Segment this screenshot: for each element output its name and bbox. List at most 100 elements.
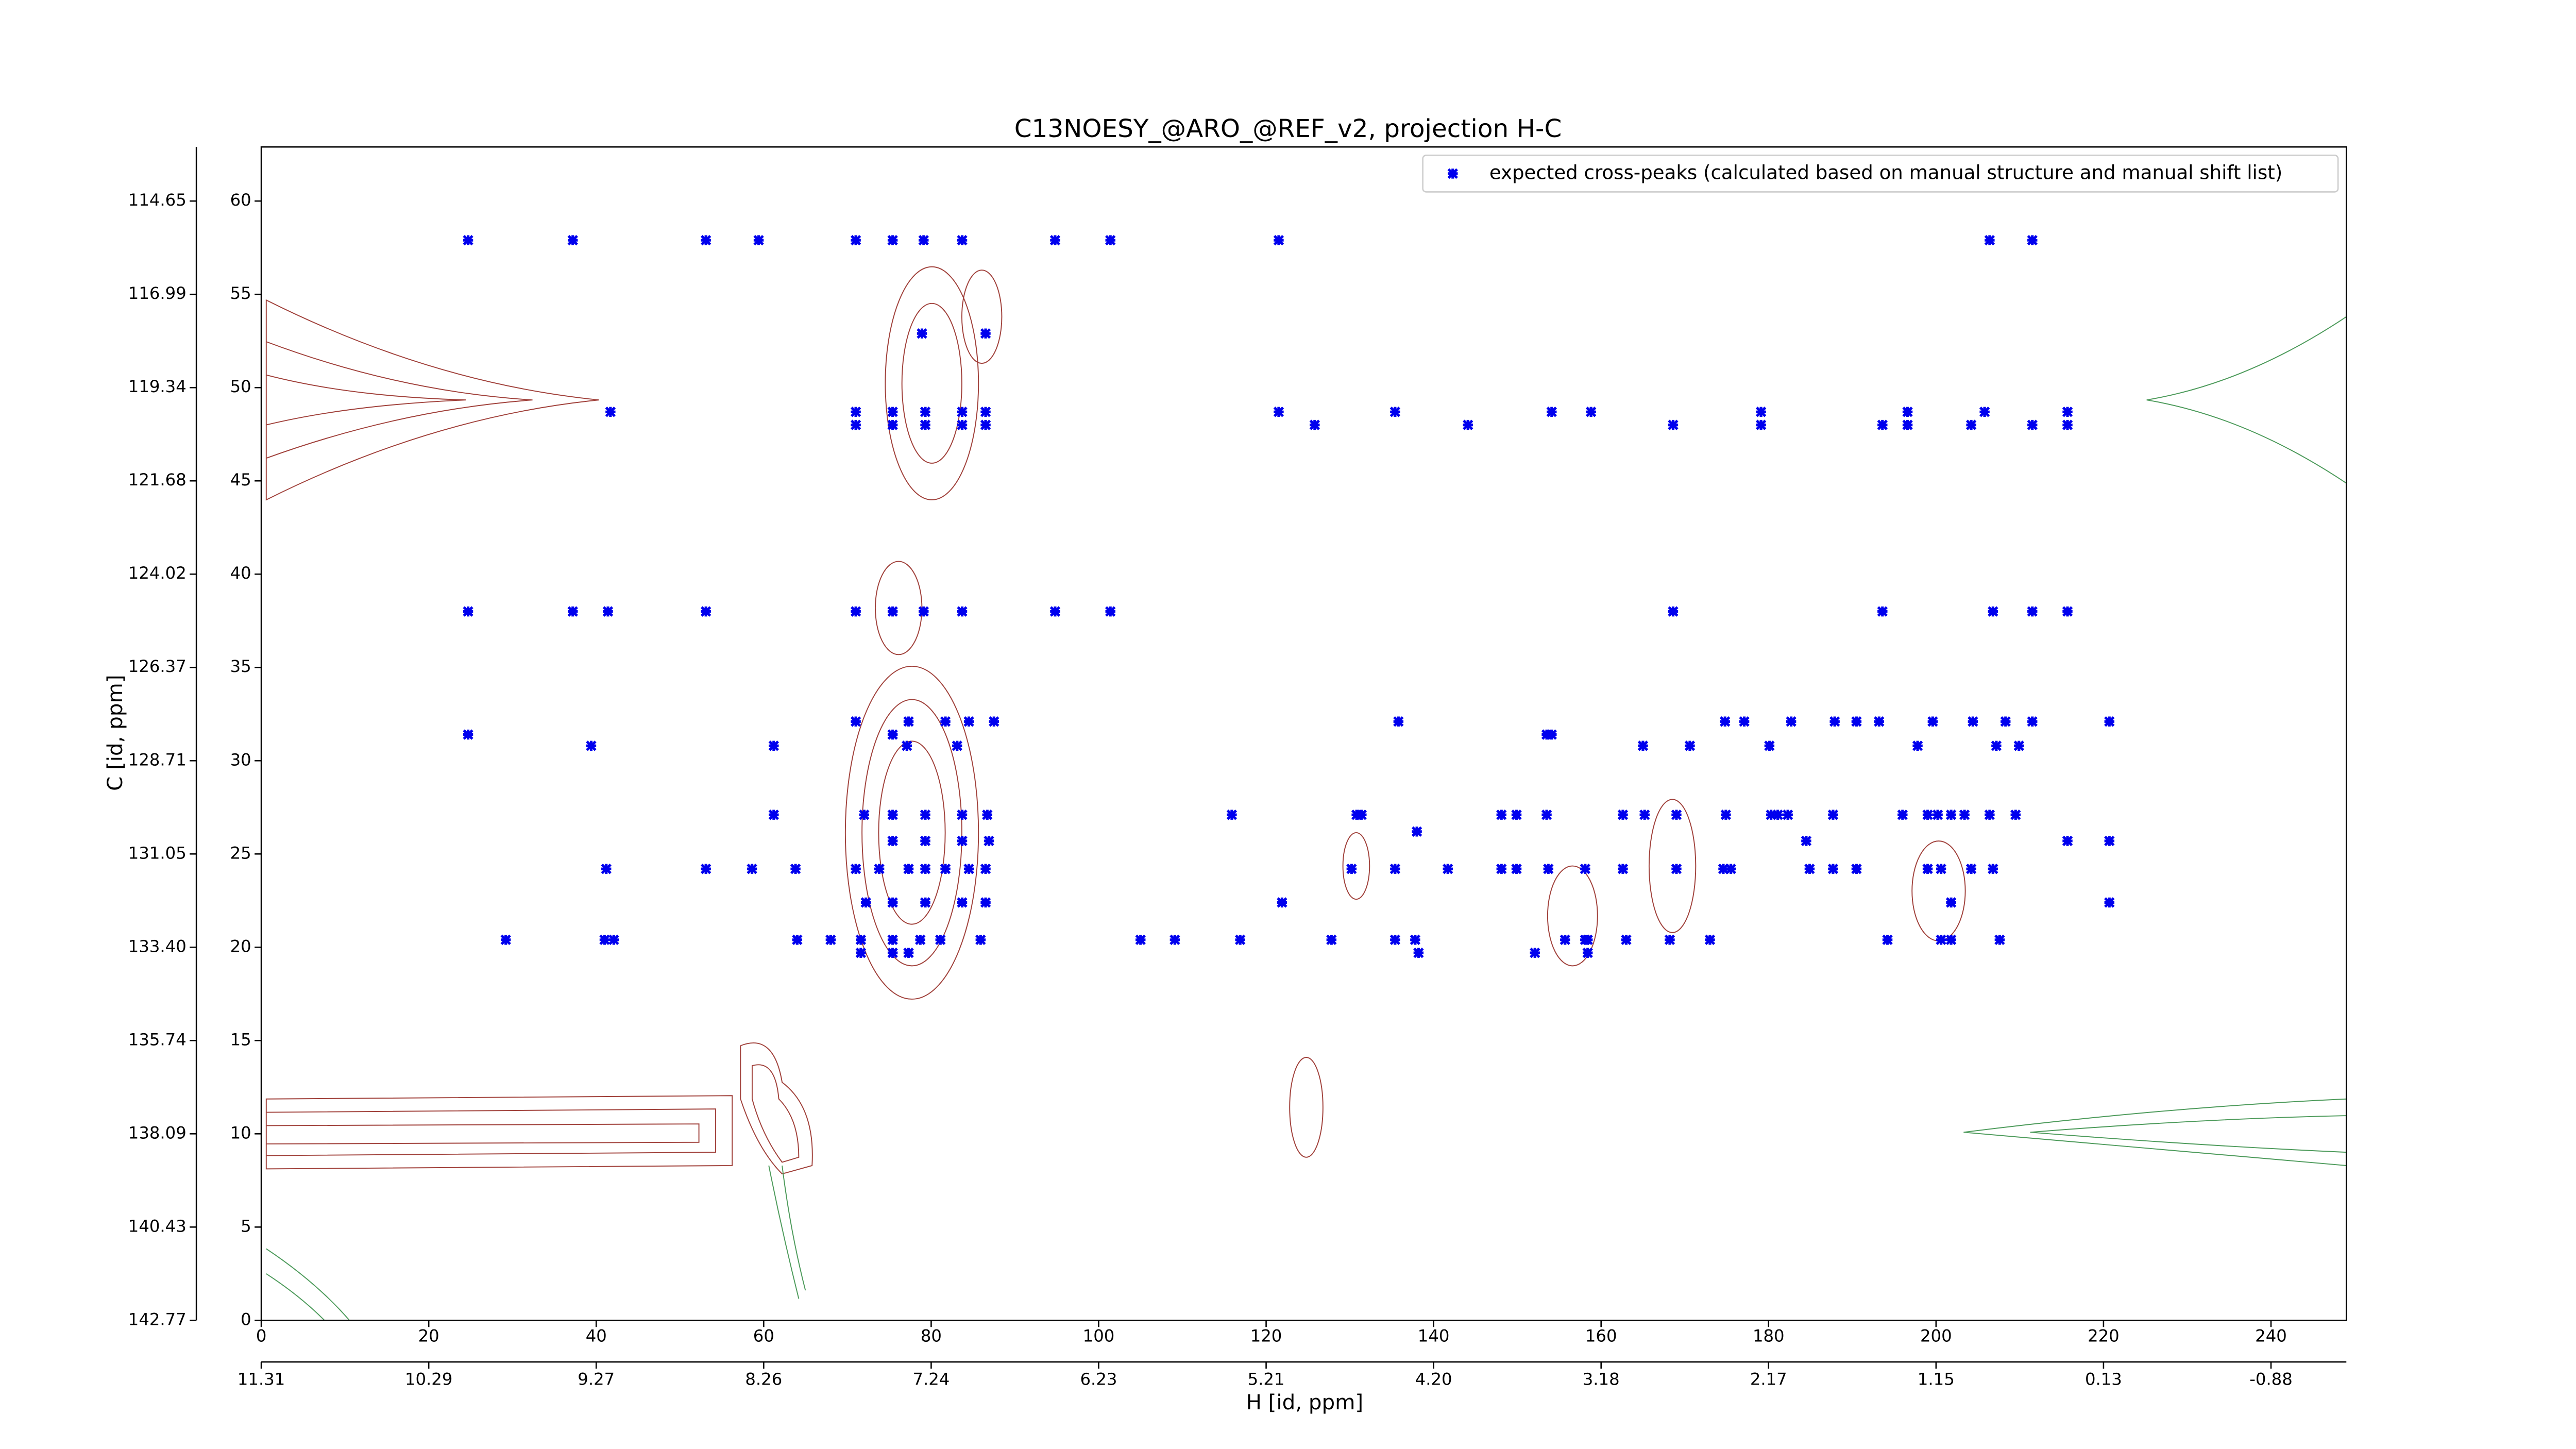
point — [768, 740, 779, 751]
point — [567, 606, 578, 617]
y2-tick-label: 135.74 — [128, 1030, 187, 1049]
point — [957, 606, 968, 617]
point — [887, 835, 898, 847]
point — [1105, 234, 1116, 246]
contour — [885, 266, 979, 500]
point — [1965, 419, 1977, 430]
y-axis-label: C [id, ppm] — [103, 675, 127, 791]
point — [1927, 716, 1938, 727]
point — [1902, 407, 1913, 417]
x-tick-label: 80 — [921, 1326, 942, 1346]
point — [1226, 810, 1238, 820]
point — [1637, 740, 1649, 751]
contour-decoration — [265, 266, 2347, 1321]
point — [903, 947, 914, 958]
point — [2027, 419, 2038, 430]
point — [887, 419, 898, 430]
point — [1621, 934, 1632, 946]
point — [602, 606, 614, 617]
y-tick-label: 35 — [230, 656, 251, 676]
point — [850, 234, 861, 246]
x-tick-label: 240 — [2255, 1326, 2287, 1346]
legend-marker — [1447, 168, 1458, 179]
point — [1413, 947, 1424, 958]
point — [1530, 947, 1540, 958]
point — [1389, 934, 1401, 946]
point — [1984, 810, 1995, 820]
point — [859, 810, 870, 820]
point — [850, 716, 861, 727]
legend-box — [1422, 155, 2339, 193]
point — [1511, 810, 1522, 820]
point — [1945, 934, 1957, 946]
point — [1170, 934, 1180, 946]
point — [1326, 934, 1337, 946]
y2-tick-label: 140.43 — [128, 1216, 187, 1236]
point — [1991, 740, 2002, 751]
point — [963, 864, 974, 874]
point — [700, 234, 711, 246]
point — [1546, 729, 1557, 740]
x-tick-label: 0 — [256, 1326, 267, 1346]
contour — [1963, 1098, 2347, 1167]
contour — [861, 699, 962, 967]
point — [1874, 716, 1885, 727]
point — [825, 934, 836, 946]
point — [1049, 606, 1061, 617]
contour — [266, 1248, 350, 1321]
point — [957, 407, 968, 417]
point — [2000, 716, 2011, 727]
point — [1684, 740, 1696, 751]
y2-tick-label: 142.77 — [128, 1309, 187, 1329]
point — [887, 234, 898, 246]
point — [850, 419, 861, 430]
point — [957, 419, 968, 430]
x-tick-label: 60 — [753, 1326, 774, 1346]
x2-tick-label: 2.17 — [1750, 1370, 1787, 1389]
point — [1410, 934, 1421, 946]
point — [1668, 606, 1679, 617]
x2-tick-label: 4.20 — [1415, 1370, 1452, 1389]
y-tick-label: 60 — [230, 190, 251, 210]
point — [1755, 419, 1767, 430]
point — [1725, 864, 1736, 874]
point — [855, 934, 867, 946]
point — [1755, 407, 1767, 417]
point — [980, 419, 991, 430]
point — [2062, 835, 2073, 847]
point — [1897, 810, 1908, 820]
point — [963, 716, 974, 727]
point — [2013, 740, 2024, 751]
point — [903, 716, 914, 727]
point — [1704, 934, 1716, 946]
point — [1346, 864, 1357, 874]
x-tick-label: 20 — [418, 1326, 439, 1346]
x2-tick-label: 10.29 — [405, 1370, 452, 1389]
point — [1411, 826, 1422, 837]
point — [2104, 716, 2115, 727]
point — [599, 934, 610, 946]
point — [1720, 810, 1732, 820]
point — [1965, 864, 1977, 874]
point — [1739, 716, 1750, 727]
chart-title: C13NOESY_@ARO_@REF_v2, projection H-C — [1014, 114, 1562, 143]
y2-tick-label: 131.05 — [128, 843, 187, 863]
point — [1356, 810, 1367, 820]
point — [915, 934, 926, 946]
point — [1829, 716, 1840, 727]
point — [1393, 716, 1404, 727]
x-tick-label: 40 — [586, 1326, 607, 1346]
point — [1546, 407, 1557, 417]
point — [980, 407, 991, 417]
point — [850, 606, 861, 617]
point — [1443, 864, 1453, 874]
point — [850, 407, 861, 417]
point — [1541, 810, 1552, 820]
point — [887, 810, 898, 820]
y2-tick-label: 121.68 — [128, 470, 187, 490]
point — [957, 810, 968, 820]
x-tick-label: 180 — [1753, 1326, 1785, 1346]
y-tick-label: 0 — [241, 1309, 251, 1329]
